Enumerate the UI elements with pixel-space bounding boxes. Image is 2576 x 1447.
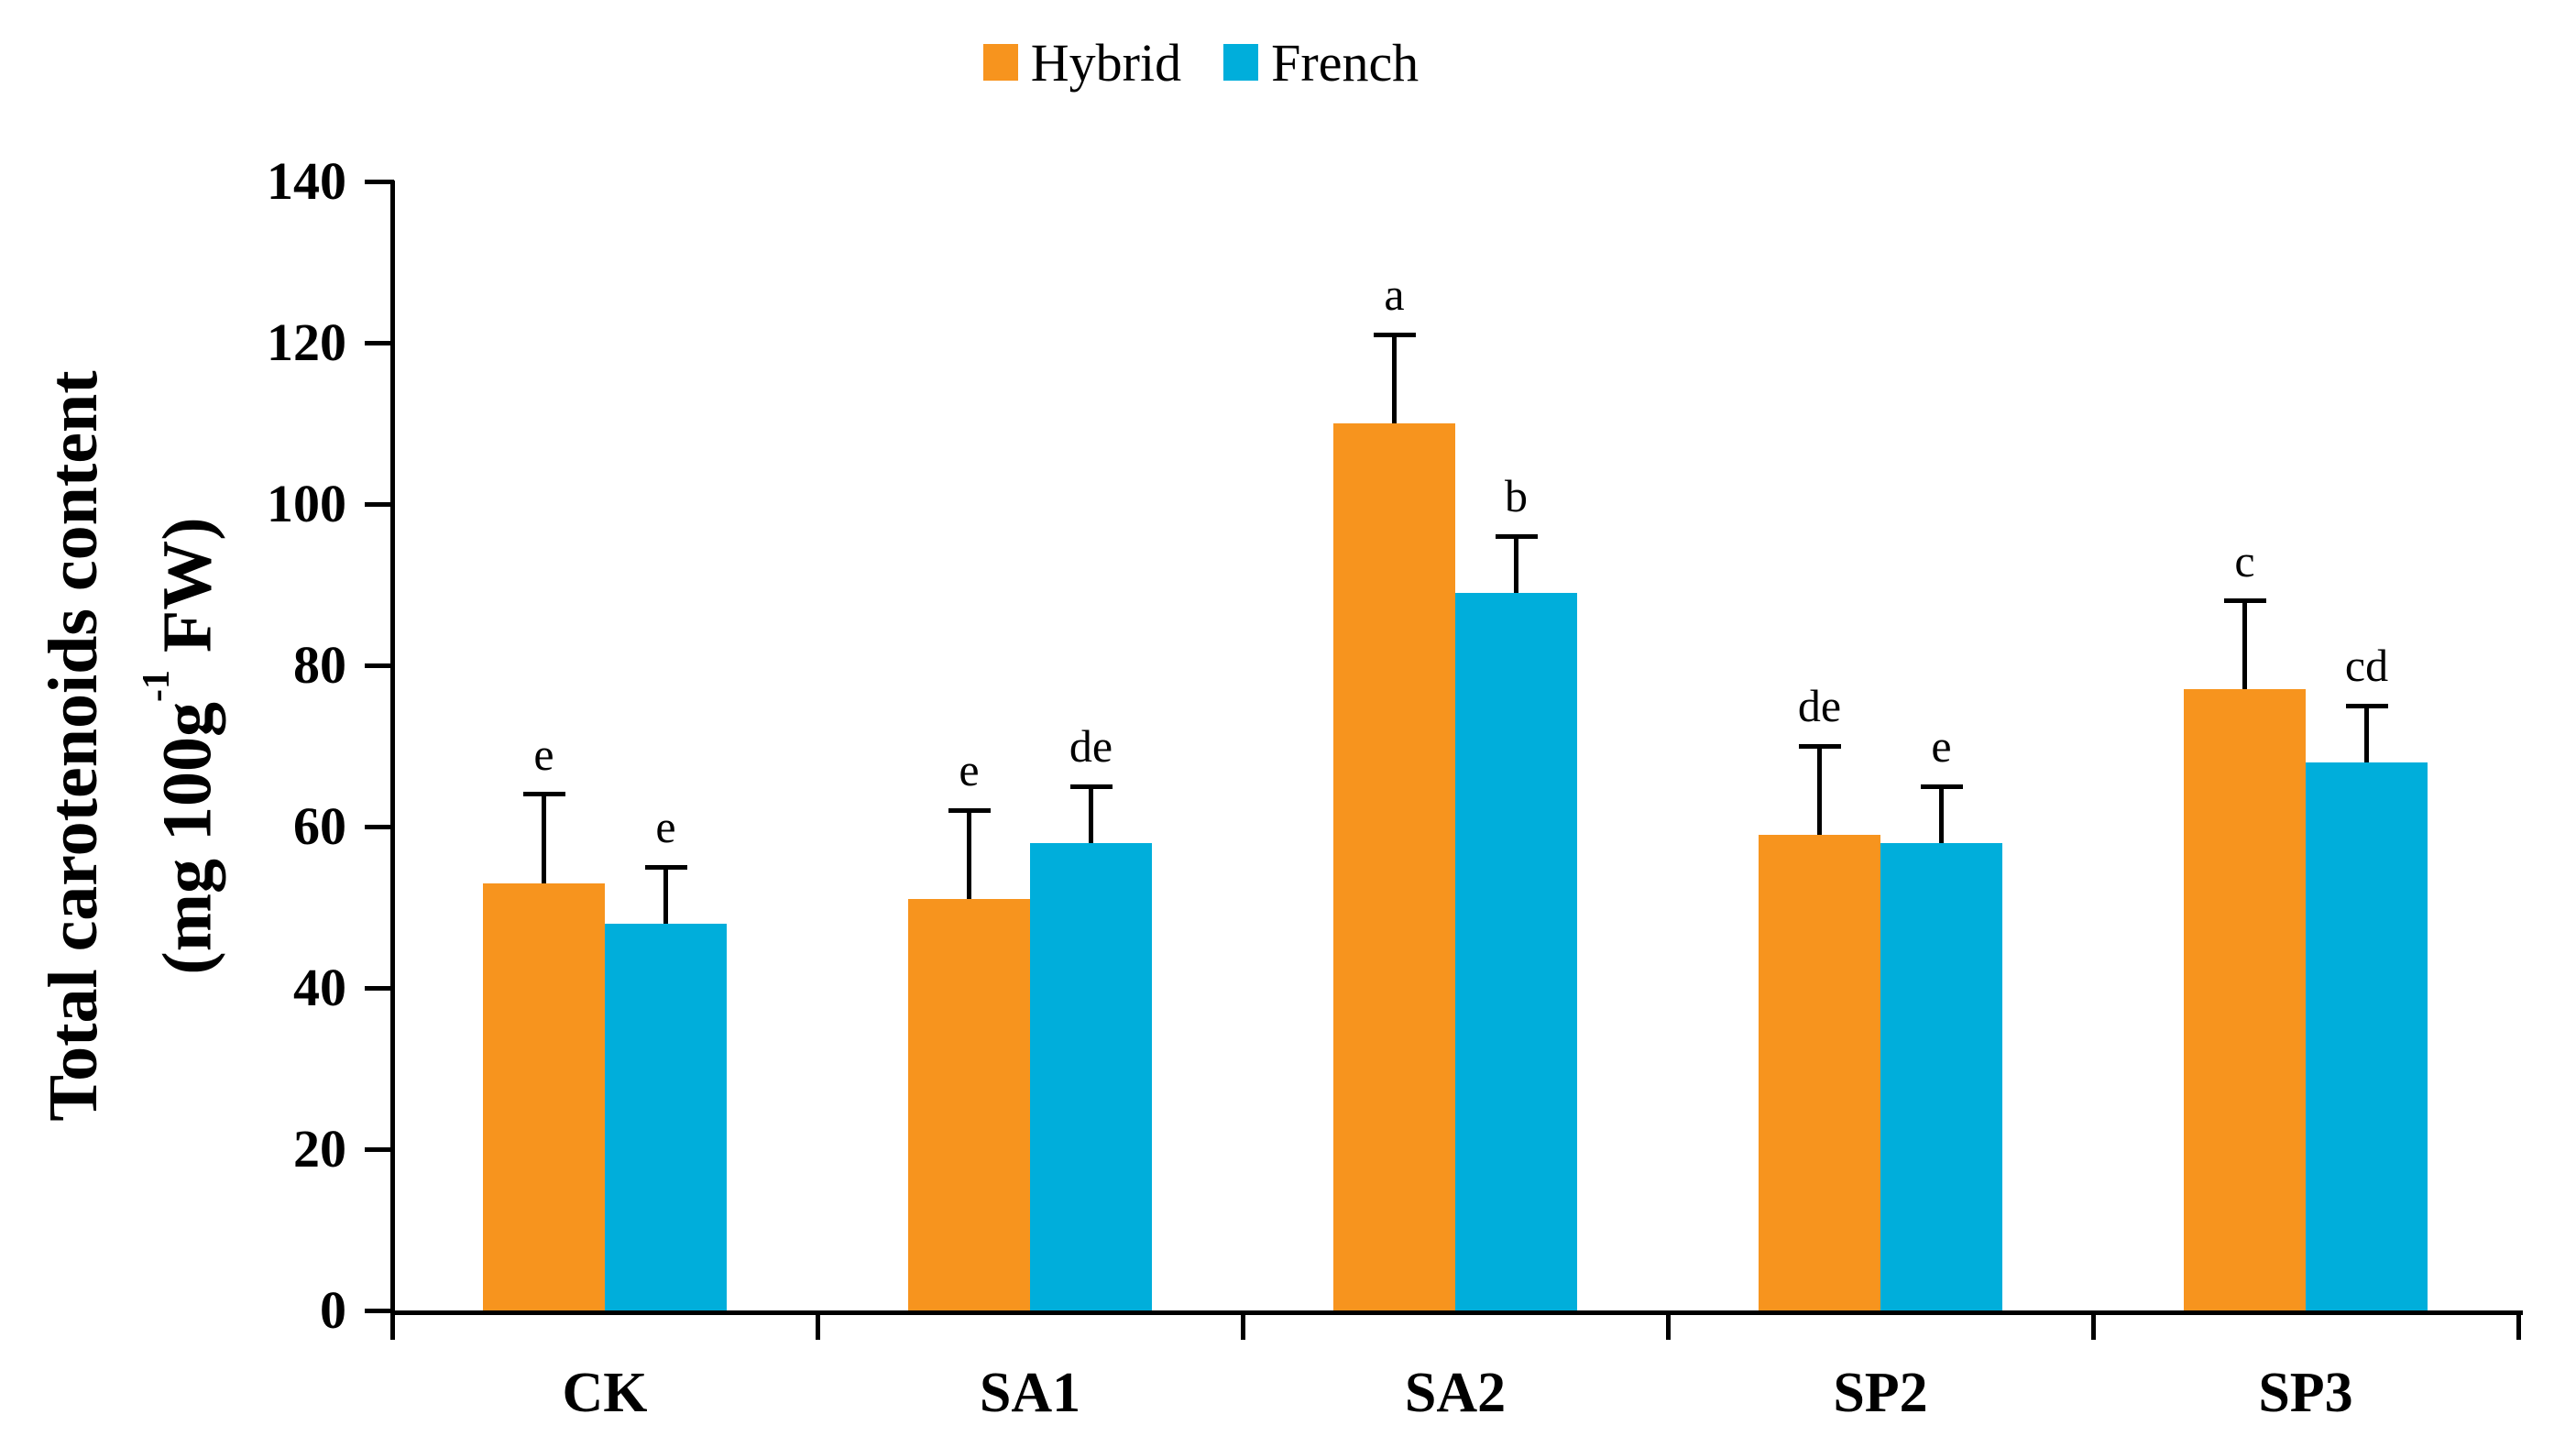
x-tick-mark xyxy=(816,1310,820,1340)
legend-label-french: French xyxy=(1271,32,1420,93)
x-tick-mark xyxy=(1241,1310,1245,1340)
error-bar-line xyxy=(1817,746,1822,835)
x-tick-mark xyxy=(390,1310,395,1340)
legend: Hybrid French xyxy=(0,29,2489,95)
significance-letter: cd xyxy=(2344,640,2389,691)
legend-item-hybrid: Hybrid xyxy=(982,32,1182,93)
error-bar-cap xyxy=(1798,743,1841,749)
legend-swatch-hybrid xyxy=(982,44,1018,81)
legend-item-french: French xyxy=(1223,32,1419,93)
significance-letter: de xyxy=(1797,680,1842,731)
y-tick-mark xyxy=(365,986,394,991)
significance-letter: e xyxy=(959,744,980,796)
error-bar-cap xyxy=(1373,332,1416,337)
error-bar-cap xyxy=(1069,784,1113,789)
error-bar-line xyxy=(967,810,971,900)
y-tick-label: 0 xyxy=(320,1280,346,1340)
y-tick-mark xyxy=(365,502,394,507)
significance-letter: b xyxy=(1505,470,1528,522)
bar-french-sa2 xyxy=(1455,592,1577,1310)
significance-letter: e xyxy=(1931,720,1952,772)
significance-letter: e xyxy=(655,801,676,852)
bar-french-sp2 xyxy=(1880,842,2002,1310)
y-tick-mark xyxy=(365,825,394,829)
bar-hybrid-ck xyxy=(483,882,605,1310)
error-bar-cap xyxy=(2345,703,2388,708)
x-tick-mark xyxy=(2091,1310,2096,1340)
bar-french-sa1 xyxy=(1030,842,1152,1310)
y-tick-label: 20 xyxy=(293,1119,346,1178)
x-axis-line xyxy=(390,1310,2523,1315)
x-category-label: SA1 xyxy=(979,1362,1081,1424)
y-axis-title-line1: Total carotenoids content xyxy=(35,370,112,1122)
bar-hybrid-sa1 xyxy=(908,899,1030,1310)
bar-french-ck xyxy=(605,923,727,1310)
legend-label-hybrid: Hybrid xyxy=(1030,32,1182,93)
error-bar-cap xyxy=(522,792,565,797)
y-tick-mark xyxy=(365,1147,394,1152)
x-category-label: SA2 xyxy=(1404,1362,1507,1424)
y-tick-mark xyxy=(365,180,394,184)
x-tick-mark xyxy=(2516,1310,2521,1340)
x-category-label: SP3 xyxy=(2258,1362,2353,1424)
error-bar-line xyxy=(542,794,546,883)
error-bar-line xyxy=(1392,334,1397,423)
error-bar-line xyxy=(1089,786,1093,843)
error-bar-line xyxy=(1939,786,1944,843)
error-bar-line xyxy=(2364,706,2369,762)
x-category-label: SP2 xyxy=(1833,1362,1928,1424)
y-tick-label: 80 xyxy=(293,635,346,695)
bar-french-sp3 xyxy=(2306,762,2428,1310)
error-bar-cap xyxy=(1495,533,1538,539)
y-tick-label: 120 xyxy=(267,312,346,372)
bar-hybrid-sp3 xyxy=(2184,689,2306,1310)
legend-swatch-french xyxy=(1223,44,1259,81)
error-bar-cap xyxy=(2223,598,2266,604)
error-bar-line xyxy=(1514,536,1518,593)
error-bar-cap xyxy=(948,807,991,813)
y-tick-label: 100 xyxy=(267,474,346,533)
error-bar-line xyxy=(663,867,668,924)
significance-letter: e xyxy=(533,728,554,780)
significance-letter: c xyxy=(2234,534,2255,586)
bar-hybrid-sp2 xyxy=(1759,834,1880,1310)
significance-letter: a xyxy=(1384,269,1405,321)
significance-letter: de xyxy=(1069,720,1113,772)
y-tick-label: 40 xyxy=(293,958,346,1017)
x-category-label: CK xyxy=(562,1362,648,1424)
y-tick-mark xyxy=(365,341,394,345)
bar-hybrid-sa2 xyxy=(1333,423,1455,1310)
error-bar-line xyxy=(2242,600,2247,690)
y-tick-label: 60 xyxy=(293,796,346,856)
y-tick-label: 140 xyxy=(267,151,346,211)
y-tick-mark xyxy=(365,663,394,668)
error-bar-cap xyxy=(644,864,687,870)
x-tick-mark xyxy=(1666,1310,1671,1340)
error-bar-cap xyxy=(1920,784,1963,789)
y-axis-line xyxy=(390,181,395,1313)
y-tick-mark xyxy=(365,1309,394,1313)
